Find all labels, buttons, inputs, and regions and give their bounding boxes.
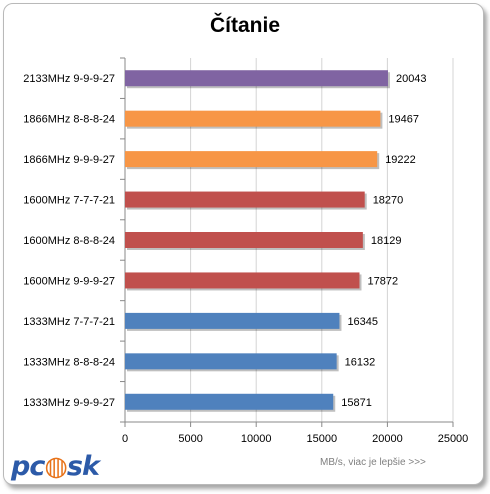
value-label: 20043	[396, 73, 427, 85]
bar	[125, 272, 360, 289]
x-tick-label: 25000	[438, 433, 469, 445]
value-label: 15871	[341, 397, 372, 409]
category-label: 2133MHz 9-9-9-27	[23, 73, 115, 85]
value-label: 16132	[345, 356, 376, 368]
value-label: 16345	[347, 316, 378, 328]
bar	[125, 312, 340, 329]
value-label: 19222	[385, 154, 416, 166]
bar	[125, 151, 378, 168]
bar	[125, 191, 365, 208]
value-label: 18129	[371, 235, 402, 247]
category-label: 1866MHz 8-8-8-24	[23, 114, 115, 126]
category-label: 1866MHz 9-9-9-27	[23, 154, 115, 166]
x-tick-label: 10000	[241, 433, 272, 445]
value-label: 17872	[367, 275, 398, 287]
category-label: 1333MHz 7-7-7-21	[23, 316, 115, 328]
bar	[125, 353, 337, 370]
category-label: 1600MHz 9-9-9-27	[23, 275, 115, 287]
x-tick-label: 5000	[178, 433, 202, 445]
bar	[125, 232, 363, 248]
x-tick-label: 20000	[372, 433, 403, 445]
x-tick-label: 15000	[307, 433, 338, 445]
x-tick-label: 0	[122, 433, 128, 445]
pcask-logo: pc◍sk	[11, 451, 100, 482]
category-label: 1333MHz 9-9-9-27	[23, 397, 115, 409]
bar	[125, 393, 334, 410]
x-axis-label: MB/s, viac je lepšie >>>	[320, 457, 426, 468]
category-label: 1333MHz 8-8-8-24	[23, 356, 115, 368]
bar	[125, 70, 388, 87]
category-label: 1600MHz 7-7-7-21	[23, 195, 115, 207]
chart-title: Čítanie	[209, 14, 280, 37]
value-label: 18270	[373, 195, 404, 207]
category-label: 1600MHz 8-8-8-24	[23, 235, 115, 247]
bar	[125, 110, 381, 127]
value-label: 19467	[388, 114, 419, 126]
